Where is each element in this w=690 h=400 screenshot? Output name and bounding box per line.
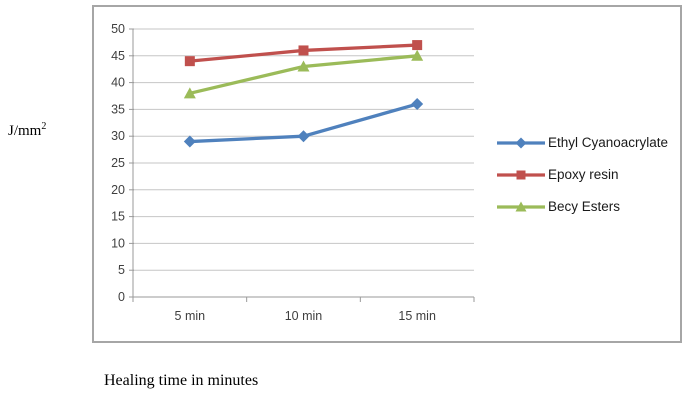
- y-tick-label: 15: [111, 210, 125, 224]
- legend-diamond-swatch-icon: [497, 137, 545, 148]
- y-axis-unit-superscript: 2: [41, 121, 47, 132]
- marker-square: [184, 56, 195, 67]
- chart-frame: 0 5 10 15 20 25 30 35 40 45 50 5 min 10 min 15 min Et…: [92, 5, 682, 343]
- marker-square: [412, 40, 423, 51]
- x-tick-label: 15 min: [398, 309, 436, 323]
- marker-triangle: [297, 60, 310, 72]
- x-tick-label: 10 min: [285, 309, 323, 323]
- x-axis-caption: Healing time in minutes: [104, 372, 259, 389]
- y-tick-label: 35: [111, 102, 125, 116]
- chart-legend: Ethyl Cyanoacrylate Epoxy resin Becy Ester…: [497, 134, 668, 215]
- y-tick-label: 50: [111, 22, 125, 36]
- marker-diamond: [297, 130, 310, 143]
- legend-swatch-marker: [515, 137, 527, 148]
- legend-label: Epoxy resin: [548, 167, 619, 182]
- y-tick-label: 30: [111, 129, 125, 143]
- marker-diamond: [183, 135, 196, 148]
- x-tick-label: 5 min: [175, 309, 206, 323]
- y-axis-unit-text: J/mm: [8, 123, 42, 139]
- y-tick-label: 10: [111, 236, 125, 250]
- y-tick-label: 25: [111, 156, 125, 170]
- legend-triangle-swatch-icon: [497, 201, 545, 211]
- legend-item: Ethyl Cyanoacrylate: [497, 134, 668, 151]
- legend-label: Becy Esters: [548, 199, 621, 214]
- legend-swatch-marker: [516, 170, 526, 179]
- legend-swatch-marker: [515, 201, 527, 211]
- y-tick-label: 20: [111, 183, 125, 197]
- marker-diamond: [411, 98, 424, 111]
- marker-square: [298, 45, 309, 56]
- legend-item: Epoxy resin: [497, 166, 668, 183]
- marker-triangle: [183, 87, 196, 99]
- y-tick-label: 0: [118, 290, 125, 304]
- legend-item: Becy Esters: [497, 198, 668, 215]
- legend-label: Ethyl Cyanoacrylate: [548, 135, 669, 150]
- y-tick-label: 5: [118, 263, 125, 277]
- y-tick-label: 40: [111, 76, 125, 90]
- legend-square-swatch-icon: [497, 170, 545, 179]
- y-tick-label: 45: [111, 49, 125, 63]
- marker-triangle: [411, 49, 424, 61]
- line-chart-plot: 0 5 10 15 20 25 30 35 40 45 50 5 min 10 min 15 min: [111, 22, 475, 323]
- y-axis-unit-label: J/mm2: [8, 121, 46, 140]
